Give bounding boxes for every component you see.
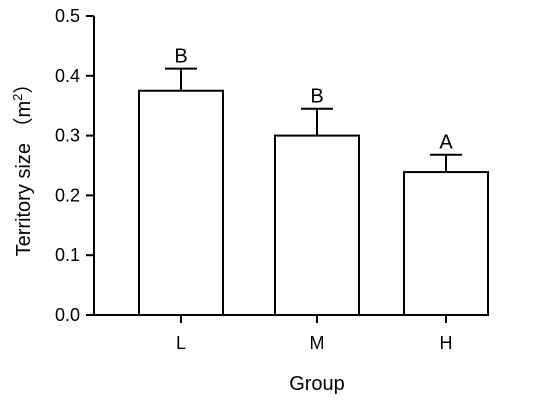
y-axis-label-main: Territory size （m (12, 101, 35, 257)
bar-H (403, 171, 489, 316)
x-tick-label-L: L (176, 333, 186, 353)
significance-letter-M: B (310, 86, 323, 108)
significance-letter-H: A (439, 132, 453, 154)
y-tick-label: 0.1 (55, 245, 80, 265)
y-tick-label: 0.3 (55, 126, 80, 146)
bars (138, 67, 489, 316)
x-axis-label: Group (289, 373, 345, 395)
x-tick-label-M: M (310, 333, 325, 353)
y-axis-label-superscript: 2 (10, 94, 25, 101)
labels: B B A (174, 46, 453, 154)
y-axis-label-close: ） (12, 74, 35, 94)
y-tick-label: 0.0 (55, 305, 80, 325)
y-axis-label: Territory size （m2） (10, 74, 35, 257)
bar-L (138, 89, 224, 316)
y-tick-label: 0.4 (55, 66, 80, 86)
bar-M (274, 134, 360, 316)
y-tick-label: 0.2 (55, 185, 80, 205)
y-axis: 0.0 0.1 0.2 0.3 0.4 0.5 (55, 6, 95, 325)
x-tick-label-H: H (440, 333, 453, 353)
significance-letter-L: B (174, 46, 187, 68)
y-tick-label: 0.5 (55, 6, 80, 26)
